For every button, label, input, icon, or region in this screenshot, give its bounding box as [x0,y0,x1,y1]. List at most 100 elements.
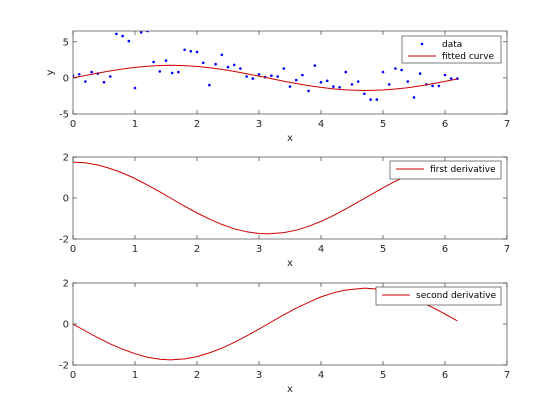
data-point [375,98,379,101]
data-point [251,77,255,80]
data-point [350,83,354,86]
x-tick-label: 1 [132,119,138,130]
series-group [73,161,458,235]
data-point [146,31,149,33]
data-point [226,65,230,69]
x-tick-label: 0 [70,119,76,130]
data-point [158,70,162,73]
x-tick-label: 3 [256,119,262,130]
data-point [133,86,137,90]
y-tick-label: 0 [63,320,69,331]
data-point [121,34,124,38]
data-point [90,70,93,74]
data-point [356,80,360,83]
x-tick-label: 6 [442,370,448,381]
x-tick-label: 7 [504,119,510,130]
data-point [208,83,211,87]
data-point [183,48,186,52]
data-point [369,98,372,101]
data-point [276,75,279,78]
legend-marker [420,42,424,46]
x-tick-label: 4 [318,244,324,255]
data-point [102,80,106,84]
legend: first derivative [389,160,502,180]
data-point [257,73,261,76]
series-line [73,64,458,92]
legend-box [401,35,502,64]
y-tick-label: 0 [63,194,69,205]
x-tick-label: 4 [318,119,324,130]
legend: second derivative [375,286,502,306]
x-tick-label: 0 [70,244,76,255]
x-tick-label: 1 [132,244,138,255]
data-point [381,70,385,74]
data-point [139,31,143,34]
y-tick-label: -5 [59,110,69,121]
data-point [294,78,298,82]
data-point [232,63,236,67]
data-point [387,83,391,86]
data-point [189,49,193,53]
data-point [344,70,348,74]
x-axis-label: x [287,384,293,395]
data-point [239,67,242,70]
data-point [164,59,168,62]
data-point [127,39,131,43]
y-tick-label: 0 [63,73,69,84]
x-axis-label: x [287,133,293,144]
data-point [338,86,341,89]
series-line [73,161,458,235]
y-tick-label: -2 [59,361,69,372]
data-point [319,80,323,84]
x-tick-label: 5 [380,119,386,130]
data-point [307,89,310,93]
x-tick-label: 2 [194,119,200,130]
data-point [177,70,180,74]
data-point [84,80,87,83]
x-tick-label: 3 [256,244,262,255]
data-point [418,72,422,75]
legend: data fitted curve [401,35,502,64]
legend-label: fitted curve [442,52,495,62]
legend-box [375,286,502,306]
data-point [170,71,174,75]
y-axis-label: y [45,69,56,75]
y-tick-label: -2 [59,235,69,246]
series-group [73,31,459,101]
data-point [270,74,273,77]
x-tick-label: 7 [504,244,510,255]
data-point [282,67,286,70]
y-tick-label: 2 [63,153,69,164]
x-tick-label: 5 [380,370,386,381]
x-axis-label: x [287,258,293,269]
y-tick-label: 2 [63,279,69,290]
legend-label: data [442,40,462,50]
x-tick-label: 5 [380,244,386,255]
data-point [301,73,304,77]
data-point [201,61,205,65]
x-tick-label: 0 [70,370,76,381]
data-point [449,77,453,80]
data-point [73,74,75,77]
data-point [108,75,112,78]
data-point [363,92,366,96]
data-point [195,50,199,54]
data-point [214,62,217,66]
x-tick-label: 6 [442,119,448,130]
data-point [152,60,155,64]
data-point [115,32,118,36]
data-point [400,68,403,72]
data-point [288,85,292,88]
x-tick-label: 7 [504,370,510,381]
data-point [394,67,397,70]
legend-label: second derivative [416,291,497,301]
data-point [406,80,410,83]
x-tick-label: 1 [132,370,138,381]
legend-label: first derivative [430,165,496,175]
data-point [443,73,447,77]
